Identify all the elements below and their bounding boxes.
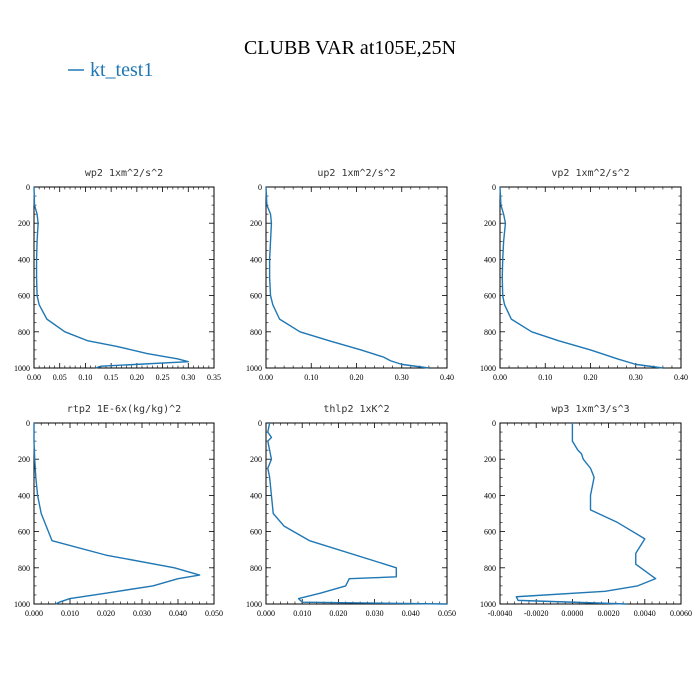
y-tick-label: 800 <box>250 328 262 337</box>
x-tick-label: 0.050 <box>438 609 456 618</box>
y-tick-label: 0 <box>492 183 496 192</box>
subplot-title: wp3 1xm^3/s^3 <box>551 404 629 415</box>
y-tick-label: 800 <box>484 328 496 337</box>
series-line <box>265 186 429 369</box>
x-tick-label: 0.030 <box>366 609 384 618</box>
plot-frame <box>499 186 682 369</box>
x-tick-label: 0.20 <box>350 373 364 382</box>
x-tick-label: -0.0020 <box>524 609 549 618</box>
x-tick-label: 0.0060 <box>670 609 692 618</box>
x-tick-label: 0.00 <box>259 373 273 382</box>
legend-label: kt_test1 <box>90 59 153 81</box>
x-tick-label: 0.020 <box>329 609 347 618</box>
y-tick-label: 200 <box>484 219 496 228</box>
subplot-1: wp2 1xm^2/s^2 0.00 0.05 0.10 0.15 0.20 0.25 0.3… <box>14 168 221 382</box>
subplot-6: wp3 1xm^3/s^3 -0.0040 -0.0020 0.0000 0.0020 0… <box>480 404 692 618</box>
y-tick-label: 400 <box>18 255 30 264</box>
y-tick-label: 0 <box>26 183 30 192</box>
y-tick-label: 600 <box>250 528 262 537</box>
x-tick-label: 0.0040 <box>634 609 656 618</box>
x-tick-label: 0.35 <box>207 373 221 382</box>
x-tick-label: 0.010 <box>61 609 79 618</box>
y-tick-label: 1000 <box>14 364 30 373</box>
subplot-title: vp2 1xm^2/s^2 <box>551 168 629 179</box>
legend: kt_test1 <box>68 59 153 81</box>
y-tick-label: 1000 <box>246 600 262 609</box>
y-tick-label: 400 <box>484 255 496 264</box>
x-tick-label: 0.30 <box>629 373 643 382</box>
plot-frame <box>33 186 215 369</box>
y-tick-label: 0 <box>258 183 262 192</box>
subplot-title: up2 1xm^2/s^2 <box>317 168 395 179</box>
x-tick-label: 0.030 <box>133 609 151 618</box>
y-tick-label: 800 <box>18 564 30 573</box>
y-tick-label: 200 <box>250 455 262 464</box>
y-tick-label: 200 <box>18 455 30 464</box>
y-tick-label: 200 <box>484 455 496 464</box>
x-tick-label: 0.30 <box>181 373 195 382</box>
x-tick-label: 0.050 <box>205 609 223 618</box>
x-tick-label: 0.30 <box>395 373 409 382</box>
series-line <box>33 186 189 369</box>
subplot-title: rtp2 1E-6x(kg/kg)^2 <box>67 404 181 415</box>
x-tick-label: 0.10 <box>538 373 552 382</box>
subplot-title: wp2 1xm^2/s^2 <box>85 168 163 179</box>
x-tick-label: 0.000 <box>257 609 275 618</box>
x-tick-label: 0.40 <box>674 373 688 382</box>
x-tick-label: 0.020 <box>97 609 115 618</box>
series-line <box>33 423 201 605</box>
y-tick-label: 600 <box>484 528 496 537</box>
x-tick-label: 0.000 <box>25 609 43 618</box>
x-tick-label: 0.15 <box>104 373 118 382</box>
y-tick-label: 600 <box>18 528 30 537</box>
y-tick-label: 200 <box>250 219 262 228</box>
x-tick-label: -0.0040 <box>488 609 513 618</box>
series-line <box>499 186 663 369</box>
x-tick-label: 0.040 <box>402 609 420 618</box>
y-tick-label: 400 <box>250 491 262 500</box>
subplot-3: vp2 1xm^2/s^2 0.00 0.10 0.20 0.30 0.40 0 200 400… <box>480 168 688 382</box>
subplot-4: rtp2 1E-6x(kg/kg)^2 0.000 0.010 0.020 0.030 0… <box>14 404 223 618</box>
y-tick-label: 1000 <box>480 600 496 609</box>
x-tick-label: 0.25 <box>156 373 170 382</box>
y-tick-label: 0 <box>258 419 262 428</box>
y-tick-label: 600 <box>18 292 30 301</box>
y-tick-label: 0 <box>492 419 496 428</box>
x-tick-label: 0.20 <box>130 373 144 382</box>
x-tick-label: 0.00 <box>493 373 507 382</box>
y-tick-label: 1000 <box>246 364 262 373</box>
subplot-5: thlp2 1xK^2 0.000 0.010 0.020 0.030 0.040 0.05… <box>246 404 456 618</box>
y-tick-label: 1000 <box>480 364 496 373</box>
y-tick-label: 400 <box>18 491 30 500</box>
x-tick-label: 0.05 <box>53 373 67 382</box>
y-tick-label: 400 <box>484 491 496 500</box>
subplot-2: up2 1xm^2/s^2 0.00 0.10 0.20 0.30 0.40 0 200 400… <box>246 168 454 382</box>
y-tick-label: 0 <box>26 419 30 428</box>
y-tick-label: 600 <box>484 292 496 301</box>
x-tick-label: 0.10 <box>304 373 318 382</box>
x-tick-label: 0.40 <box>440 373 454 382</box>
x-tick-label: 0.040 <box>169 609 187 618</box>
x-tick-label: 0.20 <box>584 373 598 382</box>
x-tick-label: 0.10 <box>78 373 92 382</box>
plot-frame <box>265 186 448 369</box>
x-tick-label: 0.0000 <box>561 609 583 618</box>
y-tick-label: 800 <box>484 564 496 573</box>
figure-title: CLUBB VAR at105E,25N <box>244 37 456 59</box>
y-tick-label: 1000 <box>14 600 30 609</box>
x-tick-label: 0.010 <box>293 609 311 618</box>
plot-frame <box>265 422 448 605</box>
y-tick-label: 800 <box>250 564 262 573</box>
subplot-title: thlp2 1xK^2 <box>323 404 389 415</box>
x-tick-label: 0.0020 <box>598 609 620 618</box>
y-tick-label: 800 <box>18 328 30 337</box>
series-line <box>515 423 657 605</box>
series-line <box>267 422 448 605</box>
y-tick-label: 400 <box>250 255 262 264</box>
subplot-grid: wp2 1xm^2/s^2 0.00 0.05 0.10 0.15 0.20 0.25 0.3… <box>14 168 692 618</box>
y-tick-label: 600 <box>250 292 262 301</box>
x-tick-label: 0.00 <box>27 373 41 382</box>
y-tick-label: 200 <box>18 219 30 228</box>
